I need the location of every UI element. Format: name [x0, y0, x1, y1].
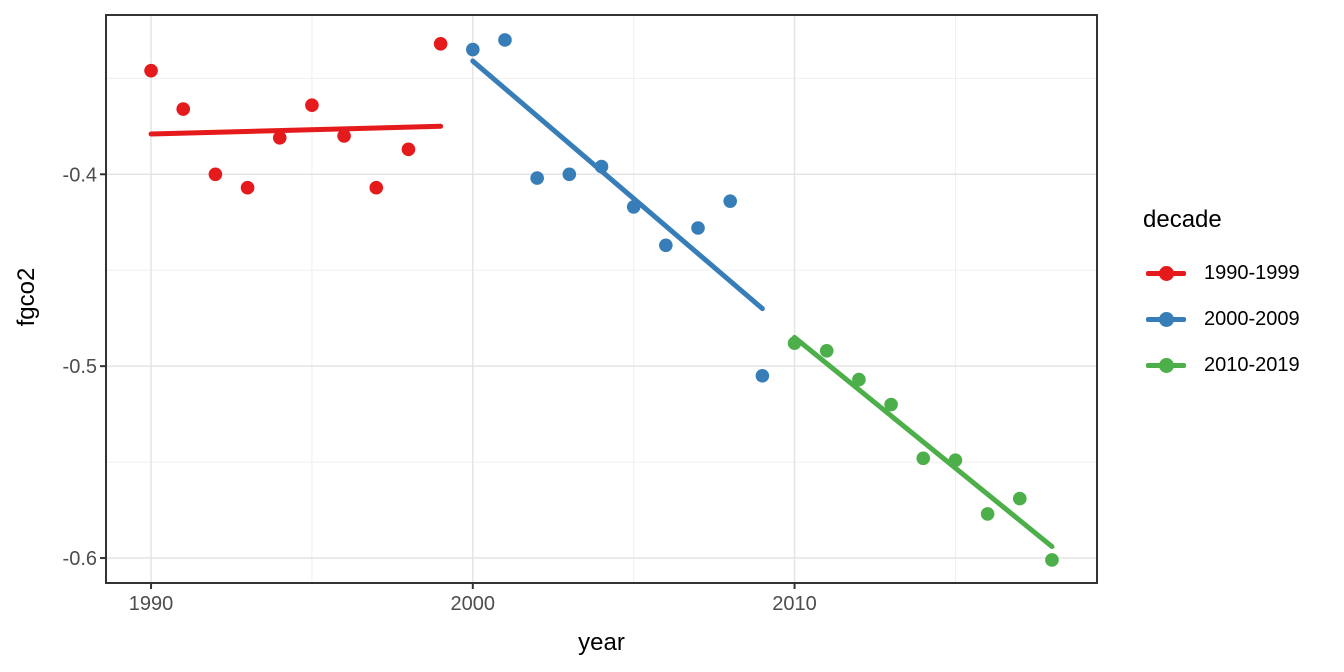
legend-key-dot [1158, 265, 1174, 281]
data-point-1990-1999 [433, 36, 448, 51]
data-point-2010-2019 [1012, 491, 1027, 506]
legend-label: 2010-2019 [1204, 353, 1300, 376]
data-point-2000-2009 [723, 194, 738, 208]
data-point-2000-2009 [755, 368, 770, 383]
data-point-1990-1999 [176, 102, 191, 116]
y-tick-label: -0.4 [63, 164, 97, 186]
data-point-1990-1999 [401, 142, 416, 157]
legend-item-2010-2019: 2010-2019 [1143, 342, 1300, 388]
data-point-2000-2009 [465, 42, 480, 57]
panel-background [106, 15, 1097, 583]
data-point-1990-1999 [144, 63, 158, 78]
data-point-1990-1999 [208, 167, 223, 182]
x-axis-title: year [578, 629, 625, 656]
data-point-2000-2009 [530, 171, 544, 185]
legend-label: 1990-1999 [1204, 261, 1300, 284]
legend-title: decade [1143, 206, 1222, 233]
legend-key-line-dot-icon [1146, 357, 1186, 374]
y-axis-title: fgco2 [13, 267, 40, 327]
data-point-2010-2019 [916, 451, 931, 466]
data-point-1990-1999 [305, 98, 319, 112]
data-point-2010-2019 [852, 372, 866, 387]
legend-key-dot [1158, 311, 1174, 327]
data-point-2010-2019 [1045, 553, 1059, 567]
trend-line-2010-2019 [792, 334, 1055, 550]
data-point-2000-2009 [562, 167, 577, 182]
data-point-1990-1999 [369, 180, 384, 195]
data-point-2000-2009 [659, 238, 673, 253]
legend-item-1990-1999: 1990-1999 [1143, 250, 1300, 296]
data-point-1990-1999 [337, 129, 351, 143]
legend-key-dot [1158, 357, 1174, 373]
legend-label: 2000-2009 [1204, 307, 1300, 330]
legend-key-line-dot-icon [1146, 265, 1186, 282]
data-point-1990-1999 [240, 180, 255, 195]
x-tick-label: 1990 [129, 593, 174, 615]
legend: decade 1990-1999 2000-2009 2010-2019 [1143, 206, 1300, 388]
data-point-2000-2009 [691, 221, 705, 235]
trend-line-2000-2009 [470, 58, 765, 312]
data-point-2000-2009 [498, 33, 512, 47]
data-point-2010-2019 [980, 507, 995, 521]
y-tick-label: -0.5 [63, 356, 97, 378]
legend-key-line-dot-icon [1146, 311, 1186, 328]
data-point-1990-1999 [272, 131, 287, 145]
y-tick-label: -0.6 [63, 548, 97, 570]
panel-border [105, 14, 1098, 584]
x-tick-label: 2000 [451, 593, 496, 615]
data-point-2010-2019 [884, 397, 898, 412]
legend-item-2000-2009: 2000-2009 [1143, 296, 1300, 342]
trend-line-1990-1999 [148, 123, 444, 137]
data-point-2010-2019 [819, 344, 834, 358]
x-tick-label: 2010 [772, 593, 817, 615]
